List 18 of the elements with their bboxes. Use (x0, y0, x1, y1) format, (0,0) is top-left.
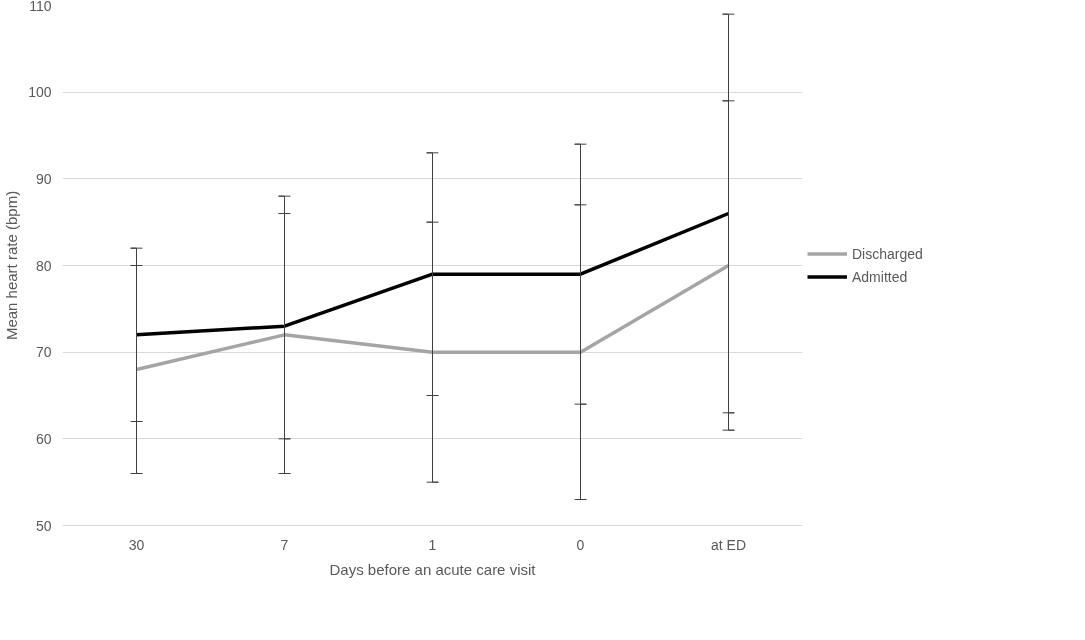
y-tick-label: 90 (35, 170, 52, 187)
x-axis-title: Days before an acute care visit (329, 560, 537, 578)
line-series (134, 263, 731, 372)
legend-label: Discharged (852, 245, 923, 262)
x-tick-label: at ED (710, 536, 747, 553)
line-series (134, 211, 731, 337)
y-tick-label: 70 (35, 344, 52, 361)
y-tick-label: 80 (35, 257, 52, 274)
x-tick-label: 0 (576, 536, 585, 553)
y-axis-title: Mean heart rate (bpm) (3, 190, 21, 341)
y-tick-label: 100 (28, 84, 52, 101)
x-tick-label: 1 (428, 536, 437, 553)
legend-label: Admitted (852, 268, 908, 285)
x-tick-label: 30 (128, 536, 145, 553)
x-tick-label: 7 (280, 536, 289, 553)
y-tick-label: 60 (35, 430, 52, 447)
y-tick-label: 50 (35, 517, 52, 534)
y-tick-label: 110 (29, 0, 52, 14)
